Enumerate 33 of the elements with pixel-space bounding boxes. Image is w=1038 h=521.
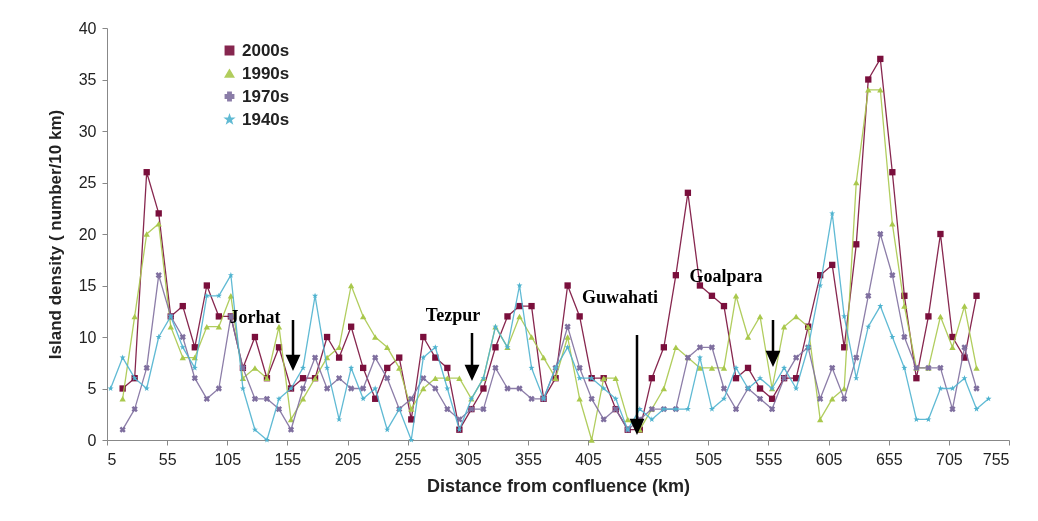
x-tick-label: 305 [454, 450, 482, 468]
x-tick-label: 205 [334, 450, 362, 468]
legend-label: 1990s [242, 63, 290, 83]
x-tick-label: 5 [107, 450, 117, 468]
x-tick-label: 155 [274, 450, 302, 468]
annotation: Guwahati [581, 287, 659, 307]
annotation: Tezpur [425, 305, 481, 325]
x-tick-label: 655 [875, 450, 903, 468]
x-tick-label: 555 [755, 450, 783, 468]
y-tick-label: 15 [78, 277, 97, 294]
x-tick-label: 705 [936, 450, 963, 468]
legend-label: 1970s [242, 86, 290, 106]
x-tick-label: 755 [982, 450, 1010, 468]
y-tick-label: 5 [87, 380, 97, 397]
y-tick-label: 10 [78, 328, 97, 346]
y-tick-label: 0 [87, 431, 97, 449]
x-tick-label: 405 [575, 450, 603, 468]
x-tick-label: 255 [394, 450, 422, 468]
legend-label: 1940s [242, 109, 290, 129]
legend-label: 2000s [242, 40, 290, 60]
x-tick-label: 455 [635, 450, 663, 468]
x-tick-label: 505 [695, 450, 723, 468]
y-tick-label: 35 [78, 71, 97, 88]
x-tick-label: 605 [815, 450, 843, 468]
x-tick-label: 55 [158, 450, 177, 468]
y-tick-label: 30 [78, 122, 97, 140]
y-tick-label: 20 [78, 225, 97, 243]
y-axis-title: Island density ( number/10 km) [45, 109, 65, 360]
x-tick-label: 355 [515, 450, 542, 468]
x-axis-title: Distance from confluence (km) [426, 475, 691, 496]
y-tick-label: 40 [78, 19, 97, 37]
y-tick-label: 25 [78, 174, 97, 191]
x-tick-label: 105 [214, 450, 242, 468]
